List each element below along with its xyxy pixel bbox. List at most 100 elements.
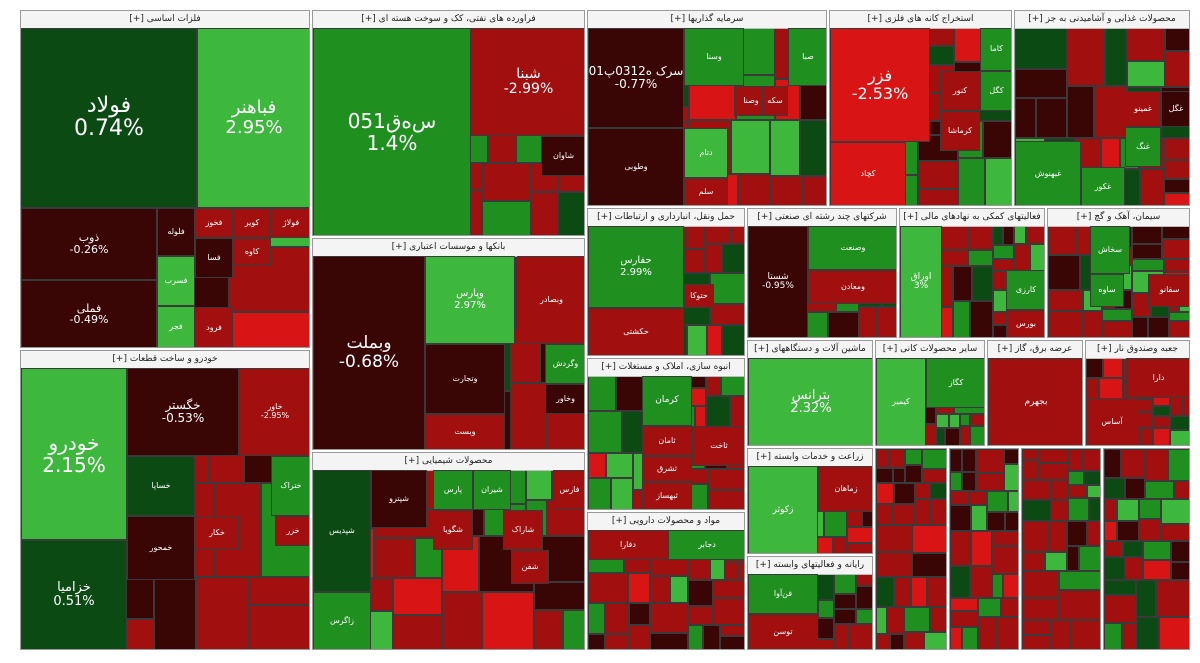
stock-tile[interactable]: وتجارت bbox=[425, 344, 505, 414]
stock-tile[interactable]: غمینو bbox=[1125, 91, 1161, 127]
stock-tile[interactable]: خاور -2.95% bbox=[239, 368, 309, 456]
stock-tile[interactable]: کگل bbox=[980, 71, 1011, 111]
stock-tile[interactable]: وسنا bbox=[684, 28, 744, 86]
stock-tile[interactable]: فارس bbox=[553, 470, 584, 510]
stock-tile[interactable]: شیران bbox=[473, 470, 511, 510]
stock-tile[interactable]: حفارس 2.99% bbox=[588, 226, 684, 308]
stock-tile[interactable]: وطوبی bbox=[588, 128, 684, 205]
stock-tile[interactable]: پارس bbox=[433, 470, 473, 510]
stock-tile[interactable]: سکه bbox=[762, 86, 788, 116]
stock-tile[interactable]: زاگرس bbox=[313, 592, 371, 649]
stock-tile[interactable]: سرک ه0312پ01 -0.77% bbox=[588, 28, 684, 128]
sector-title-button[interactable]: جعبه وصندوق نار [+] bbox=[1086, 341, 1189, 359]
stock-tile[interactable]: سفانو bbox=[1148, 274, 1189, 307]
sector-title-button[interactable]: سیمان، آهک و گچ [+] bbox=[1048, 209, 1189, 227]
stock-tile[interactable]: شاراک bbox=[503, 510, 543, 550]
stock-tile[interactable]: کاما bbox=[980, 28, 1011, 71]
sector-title-button[interactable]: بانکها و موسسات اعتباری [+] bbox=[313, 239, 584, 257]
stock-tile[interactable]: سخاش bbox=[1090, 226, 1130, 274]
stock-tile[interactable]: فسا bbox=[195, 238, 233, 278]
stock-tile[interactable]: حکشتی bbox=[588, 308, 684, 355]
stock-tile[interactable]: ومعادن bbox=[808, 270, 896, 304]
sector-title-button[interactable]: حمل ونقل، انبارداری و ارتباطات [+] bbox=[588, 209, 744, 227]
stock-tile[interactable]: فجر bbox=[157, 306, 195, 347]
stock-tile[interactable]: شگویا bbox=[433, 510, 473, 550]
sector-title-button[interactable]: محصولات شیمیایی [+] bbox=[313, 453, 584, 471]
stock-tile[interactable]: زماهان bbox=[818, 466, 872, 512]
stock-tile[interactable]: خزامیا 0.51% bbox=[21, 540, 127, 649]
stock-tile[interactable]: ذوب -0.26% bbox=[21, 208, 157, 280]
stock-tile[interactable]: وگردش bbox=[545, 344, 584, 384]
stock-tile[interactable]: س‌ه‌ق051 1.4% bbox=[313, 28, 471, 235]
stock-tile[interactable]: سلم bbox=[684, 178, 728, 205]
sector-title-button[interactable]: فلزات اساسی [+] bbox=[21, 11, 309, 29]
stock-tile[interactable]: آساس bbox=[1086, 398, 1138, 445]
stock-tile[interactable]: خودرو 2.15% bbox=[21, 368, 127, 540]
stock-tile[interactable]: خساپا bbox=[127, 456, 195, 516]
stock-tile[interactable]: شبنا -2.99% bbox=[471, 28, 584, 136]
stock-tile[interactable]: وصنعت bbox=[808, 226, 896, 270]
stock-tile[interactable]: شاوان bbox=[541, 136, 584, 176]
sector-title-button[interactable]: زراعت و خدمات وابسته [+] bbox=[748, 449, 872, 467]
sector-title-button[interactable]: فعالیتهای کمکی به نهادهای مالی [+] bbox=[900, 209, 1044, 227]
stock-tile[interactable]: فملی -0.49% bbox=[21, 280, 157, 347]
stock-tile[interactable]: اوراق 3% bbox=[900, 226, 942, 337]
sector-title-button[interactable]: انبوه سازی، املاک و مستغلات [+] bbox=[588, 359, 744, 377]
stock-tile[interactable]: صبا bbox=[788, 28, 826, 86]
sector-title-button[interactable]: شرکتهای چند رشته ای صنعتی [+] bbox=[748, 209, 896, 227]
stock-tile[interactable]: فخوز bbox=[195, 208, 233, 238]
sector-title-button[interactable]: سرمایه گذاریها [+] bbox=[588, 11, 826, 29]
stock-tile[interactable]: فسرب bbox=[157, 256, 195, 306]
stock-tile[interactable]: بترانس 2.32% bbox=[748, 358, 872, 445]
stock-tile[interactable]: وبملت -0.68% bbox=[313, 256, 425, 449]
stock-tile[interactable]: فن‌آوا bbox=[748, 574, 818, 614]
sector-title-button[interactable]: استخراج کانه های فلزی [+] bbox=[830, 11, 1011, 29]
stock-tile[interactable]: شپدیس bbox=[313, 470, 371, 592]
stock-tile[interactable]: شپترو bbox=[371, 470, 427, 528]
stock-tile[interactable]: کرماشا bbox=[940, 111, 980, 151]
sector-title-button[interactable]: ماشین آلات و دستگاههای [+] bbox=[748, 341, 872, 359]
stock-tile[interactable]: خزر bbox=[275, 516, 309, 546]
stock-tile[interactable]: خمحور bbox=[127, 516, 195, 580]
stock-tile[interactable]: فزر -2.53% bbox=[830, 28, 930, 142]
stock-tile[interactable]: وبصادر bbox=[517, 256, 584, 344]
stock-tile[interactable]: وپارس 2.97% bbox=[425, 256, 515, 344]
stock-tile[interactable]: ثاخت bbox=[692, 426, 744, 466]
stock-tile[interactable]: دتام bbox=[684, 128, 728, 178]
sector-title-button[interactable]: فراورده های نفتی، کک و سوخت هسته ای [+] bbox=[313, 11, 584, 29]
stock-tile[interactable]: کویر bbox=[233, 208, 271, 238]
stock-tile[interactable]: فباهنر 2.95% bbox=[197, 28, 309, 208]
stock-tile[interactable]: کارزی bbox=[1006, 270, 1044, 310]
stock-tile[interactable]: خکار bbox=[195, 516, 239, 550]
stock-tile[interactable]: دفارا bbox=[588, 530, 668, 560]
stock-tile[interactable]: کاوه bbox=[233, 238, 271, 266]
stock-tile[interactable]: شفن bbox=[511, 550, 549, 584]
stock-tile[interactable]: بورس bbox=[1006, 310, 1044, 337]
stock-tile[interactable]: کیمیر bbox=[876, 358, 926, 445]
stock-tile[interactable]: دارا bbox=[1126, 358, 1189, 398]
sector-title-button[interactable]: مواد و محصولات دارویی [+] bbox=[588, 513, 744, 531]
stock-tile[interactable]: فلوله bbox=[157, 208, 195, 256]
stock-tile[interactable]: شستا -0.95% bbox=[748, 226, 808, 337]
stock-tile[interactable]: کرمان bbox=[642, 376, 692, 426]
stock-tile[interactable]: کنور bbox=[940, 71, 980, 111]
stock-tile[interactable]: غگل bbox=[1161, 91, 1189, 127]
stock-tile[interactable]: کگاز bbox=[926, 358, 984, 408]
stock-tile[interactable]: ثامان bbox=[642, 426, 692, 456]
stock-tile[interactable]: کچاد bbox=[830, 142, 906, 205]
stock-tile[interactable]: غبهنوش bbox=[1015, 141, 1081, 205]
stock-tile[interactable]: حتوکا bbox=[684, 284, 714, 308]
stock-tile[interactable]: ساوه bbox=[1090, 274, 1124, 307]
stock-tile[interactable]: دجابر bbox=[668, 530, 744, 560]
stock-tile[interactable]: فولاژ bbox=[271, 208, 309, 238]
stock-tile[interactable]: فرود bbox=[195, 307, 233, 347]
stock-tile[interactable]: غنگ bbox=[1125, 127, 1161, 167]
stock-tile[interactable]: ختراک bbox=[271, 456, 309, 516]
sector-title-button[interactable]: خودرو و ساخت قطعات [+] bbox=[21, 351, 309, 369]
sector-title-button[interactable]: رایانه و فعالیتهای وابسته [+] bbox=[748, 557, 872, 575]
stock-tile[interactable]: بجهرم bbox=[988, 358, 1082, 445]
stock-tile[interactable]: فولاد 0.74% bbox=[21, 28, 197, 208]
stock-tile[interactable]: غکور bbox=[1081, 167, 1125, 205]
stock-tile[interactable]: ثبهساز bbox=[642, 482, 692, 509]
stock-tile[interactable]: وخاور bbox=[545, 384, 584, 414]
